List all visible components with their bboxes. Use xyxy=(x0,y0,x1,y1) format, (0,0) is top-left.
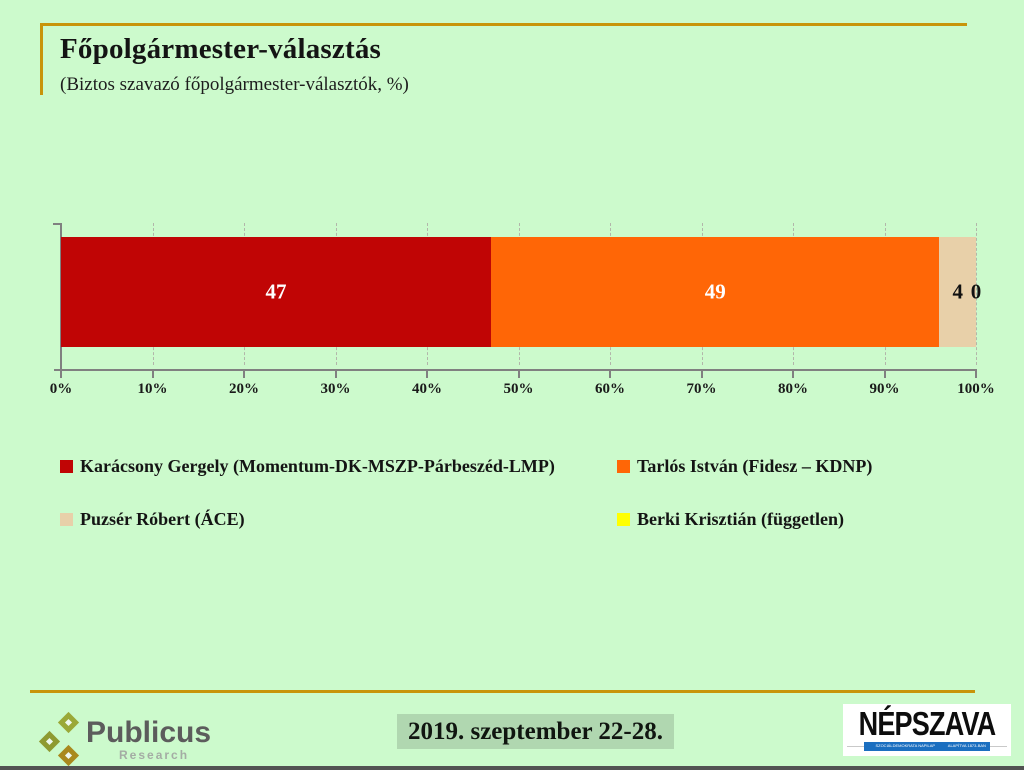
axis-tick xyxy=(426,369,428,378)
bottom-edge-strip xyxy=(0,766,1024,770)
legend-swatch xyxy=(617,513,630,526)
gridline xyxy=(976,223,977,365)
bar-segment xyxy=(939,237,976,347)
plot-area: 47 49 4 0 0% 10% 20% 30% 40% 50% 60% 70% 80% 90% 100% xyxy=(50,223,995,397)
bar-segment xyxy=(61,237,492,347)
survey-date-badge: 2019. szeptember 22-28. xyxy=(397,714,674,749)
nepszava-tagline-left: SZOCIÁLDEMOKRATA NAPILAP xyxy=(875,743,936,749)
legend-label: Puzsér Róbert (ÁCE) xyxy=(80,509,245,529)
publicus-diamond-icon xyxy=(57,744,80,767)
x-axis-line xyxy=(54,369,976,371)
legend-item: Puzsér Róbert (ÁCE) xyxy=(60,509,617,530)
publicus-wordmark: Publicus xyxy=(86,716,212,749)
axis-tick xyxy=(151,369,154,378)
tick-label: 30% xyxy=(320,381,351,397)
tick-label: 0% xyxy=(49,381,73,397)
nepszava-logo: NÉPSZAVA SZOCIÁLDEMOKRATA NAPILAP ALAPÍT… xyxy=(843,704,1011,756)
nepszava-tagline-bar: SZOCIÁLDEMOKRATA NAPILAP ALAPÍTVA 1873-B… xyxy=(864,742,990,751)
page-title: Főpolgármester-választás xyxy=(60,33,382,65)
publicus-logo: Publicus Research xyxy=(20,708,211,767)
page-subtitle: (Biztos szavazó főpolgármester-választók… xyxy=(60,74,409,95)
legend-label: Karácsony Gergely (Momentum-DK-MSZP-Párb… xyxy=(80,456,555,476)
legend-item: Berki Krisztián (független) xyxy=(617,509,970,530)
axis-tick xyxy=(517,369,520,378)
tick-label: 70% xyxy=(686,381,717,397)
legend-swatch xyxy=(60,460,73,473)
tick-label: 90% xyxy=(869,381,900,397)
bar-value-label: 4 xyxy=(952,279,963,304)
axis-tick xyxy=(975,369,977,378)
legend-swatch xyxy=(60,513,73,526)
axis-tick xyxy=(883,369,886,378)
legend: Karácsony Gergely (Momentum-DK-MSZP-Párb… xyxy=(60,456,970,530)
bar-value-label: 0 xyxy=(970,279,982,304)
nepszava-tagline-right: ALAPÍTVA 1873-BAN xyxy=(947,743,986,749)
bar-value-label: 47 xyxy=(265,279,287,304)
axis-tick xyxy=(334,369,337,378)
tick-label: 60% xyxy=(595,381,625,397)
bar-value-label: 49 xyxy=(704,279,726,304)
axis-tick xyxy=(792,369,794,378)
tick-label: 10% xyxy=(137,381,168,397)
legend-item: Tarlós István (Fidesz – KDNP) xyxy=(617,456,970,477)
publicus-diamond-icon xyxy=(57,711,80,734)
legend-swatch xyxy=(617,460,630,473)
axis-tick xyxy=(609,369,611,378)
tick-label: 40% xyxy=(412,381,442,397)
publicus-research-label: Research xyxy=(119,748,190,762)
y-axis-top-tick xyxy=(53,223,61,225)
stacked-bar: 47 49 4 0 xyxy=(61,237,981,347)
legend-label: Berki Krisztián (független) xyxy=(637,509,844,529)
legend-item: Karácsony Gergely (Momentum-DK-MSZP-Párb… xyxy=(60,456,617,477)
legend-label: Tarlós István (Fidesz – KDNP) xyxy=(637,456,873,476)
axis-tick xyxy=(243,369,245,378)
footer-rule xyxy=(30,690,975,693)
tick-label: 80% xyxy=(778,381,808,397)
header-rule-top xyxy=(40,23,967,26)
axis-tick xyxy=(60,369,62,378)
nepszava-wordmark: NÉPSZAVA xyxy=(858,705,997,742)
header-rule-left xyxy=(40,23,43,95)
axis-tick xyxy=(700,369,703,378)
tick-label: 20% xyxy=(229,381,259,397)
publicus-diamond-icon xyxy=(38,730,61,753)
tick-label: 50% xyxy=(503,381,534,397)
tick-label: 100% xyxy=(957,381,995,397)
bar-segment xyxy=(491,237,940,347)
